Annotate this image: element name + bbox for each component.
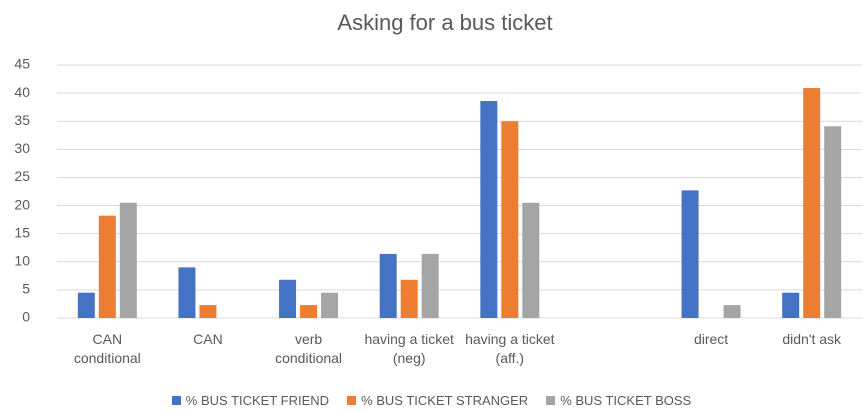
x-tick-label: CAN <box>193 331 223 347</box>
bar <box>824 126 842 318</box>
bar <box>98 215 116 318</box>
y-tick-label: 25 <box>14 168 30 184</box>
x-tick-label: having a ticket (aff.) <box>465 331 555 366</box>
legend: % BUS TICKET FRIEND % BUS TICKET STRANGER… <box>0 393 863 408</box>
x-tick-label: verb conditional <box>275 331 343 366</box>
legend-label: % BUS TICKET STRANGER <box>361 393 529 408</box>
chart-title: Asking for a bus ticket <box>337 10 552 35</box>
y-tick-label: 40 <box>14 84 30 100</box>
bar <box>681 190 699 318</box>
bar <box>782 292 800 318</box>
bar <box>199 305 217 318</box>
y-tick-label: 0 <box>22 309 30 325</box>
x-tick-label: didn't ask <box>782 331 842 347</box>
bar <box>480 100 498 318</box>
bar <box>321 292 339 318</box>
legend-label: % BUS TICKET BOSS <box>560 393 692 408</box>
y-tick-label: 15 <box>14 224 30 240</box>
y-tick-label: 10 <box>14 252 30 268</box>
y-tick-label: 45 <box>14 56 30 72</box>
x-tick-label: having a ticket (neg) <box>364 331 454 366</box>
y-tick-label: 35 <box>14 112 30 128</box>
bar <box>77 292 95 318</box>
y-tick-label: 20 <box>14 196 30 212</box>
y-tick-label: 30 <box>14 140 30 156</box>
y-tick-label: 5 <box>22 281 30 297</box>
bar <box>803 88 821 318</box>
legend-swatch <box>171 396 181 405</box>
bar <box>300 305 318 318</box>
bar <box>421 253 439 318</box>
legend-item: % BUS TICKET BOSS <box>546 393 691 408</box>
bar <box>178 267 196 318</box>
bar <box>279 279 297 318</box>
legend-label: % BUS TICKET FRIEND <box>185 393 330 408</box>
bar <box>400 279 418 318</box>
bar <box>119 202 137 318</box>
legend-item: % BUS TICKET STRANGER <box>347 393 528 408</box>
legend-swatch <box>347 396 357 405</box>
x-tick-label: CAN conditional <box>73 331 141 366</box>
bar <box>379 253 397 318</box>
bar <box>723 305 741 318</box>
x-tick-label: direct <box>693 331 729 347</box>
legend-item: % BUS TICKET FRIEND <box>171 393 330 408</box>
legend-swatch <box>546 396 556 405</box>
bar <box>522 202 540 318</box>
bar <box>501 121 519 318</box>
